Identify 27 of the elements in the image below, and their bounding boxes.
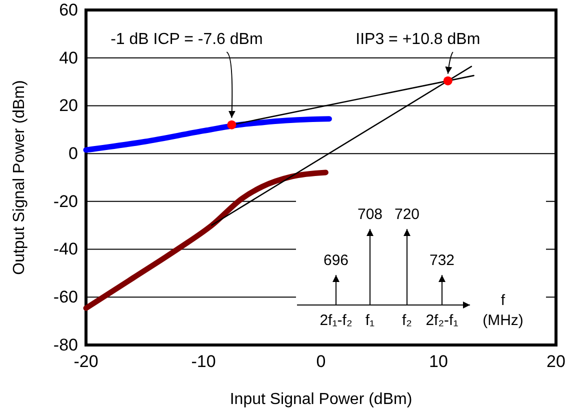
annotation: f — [500, 292, 506, 309]
x-axis-title: Input Signal Power (dBm) — [230, 391, 412, 408]
y-tick-label: 0 — [68, 144, 78, 164]
x-tick-label: 0 — [316, 352, 326, 372]
x-tick-label: 20 — [546, 352, 566, 372]
annotation: 2f₂-f₁ — [426, 312, 458, 329]
y-tick-label: -40 — [53, 240, 78, 259]
y-tick-label: 40 — [59, 48, 78, 68]
y-tick-label: -20 — [53, 192, 78, 211]
y-tick-label: -80 — [53, 335, 78, 354]
y-axis-title: Output Signal Power (dBm) — [11, 80, 28, 275]
annotation: -1 dB ICP = -7.6 dBm — [110, 31, 263, 48]
y-tick-label: 20 — [59, 96, 78, 116]
annotation: 2f₁-f₂ — [320, 312, 352, 329]
y-tick-label: -60 — [53, 288, 78, 307]
annotation: 696 — [323, 252, 349, 269]
x-tick-label: 10 — [429, 352, 448, 372]
x-tick-label: -10 — [191, 352, 216, 372]
annotation: 732 — [429, 252, 455, 269]
annotation: IIP3 = +10.8 dBm — [356, 31, 480, 48]
annotation: (MHz) — [482, 312, 524, 329]
annotation: f₁ — [365, 312, 375, 329]
x-tick-label: -20 — [74, 352, 98, 372]
y-tick-label: 60 — [59, 0, 78, 20]
annotation: f₂ — [402, 312, 412, 329]
annotation: 708 — [357, 206, 383, 223]
annotation: 720 — [394, 206, 420, 223]
